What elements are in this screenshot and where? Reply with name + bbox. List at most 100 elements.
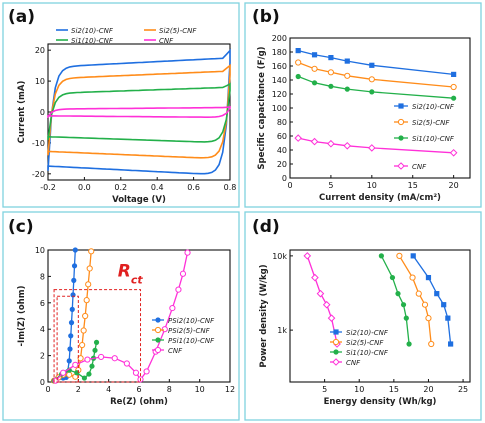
legend-label-Si1(10)-CNF: Si1(10)-CNF: [71, 37, 114, 45]
data-point-Si2(5)-CNF: [409, 274, 416, 281]
rct-annotation: Rct: [118, 261, 144, 286]
legend-label-PSi1(10)-CNF: PSi1(10)-CNF: [168, 337, 215, 345]
data-point-CNF: [316, 289, 325, 298]
data-point-CNF: [327, 314, 336, 322]
x-tick-label-a: 0.6: [187, 183, 200, 192]
data-point-CNF: [97, 353, 105, 361]
rct-box-outer: [53, 289, 142, 383]
data-point-CNF: [449, 148, 458, 157]
data-point-Si2(10)-CNF: [369, 62, 375, 68]
data-point-CNF: [123, 360, 130, 367]
x-axis-label-a: Voltage (V): [112, 195, 166, 205]
data-point-PSi2(5)-CNF: [88, 248, 95, 255]
data-point-Si1(10)-CNF: [389, 274, 396, 281]
data-point-PSi2(5)-CNF: [82, 312, 89, 320]
data-point-Si2(5)-CNF: [428, 340, 435, 348]
panel-d-frame: [244, 211, 482, 421]
data-point-PSi2(10)-CNF: [72, 247, 78, 253]
panel-label-d: (d): [252, 217, 280, 237]
data-point-Si2(5)-CNF: [344, 72, 351, 79]
legend-marker-PSi2(10)-CNF: [155, 317, 161, 323]
legend-label-Si1(10)-CNF: Si1(10)-CNF: [412, 135, 455, 143]
data-point-CNF: [143, 368, 150, 375]
data-point-Si2(5)-CNF: [421, 301, 429, 308]
series-line-Si1(10)-CNF: [380, 255, 410, 345]
data-point-CNF: [111, 355, 118, 362]
data-point-Si2(5)-CNF: [368, 76, 375, 83]
data-point-CNF: [60, 369, 67, 376]
y-tick-label-b: 140: [272, 76, 287, 85]
legend-marker-CNF: [154, 346, 162, 354]
data-point-Si2(10)-CNF: [445, 315, 451, 321]
series-line-Si2(5)-CNF: [398, 255, 432, 345]
chart-c: (c) 0 2 4 6 8 10 12 0 2 4 6 8 10 Re(Z) (ohm) -Im(Z) (oh…: [8, 217, 235, 407]
data-point-CNF: [175, 286, 182, 293]
data-point-Si1(10)-CNF: [369, 89, 375, 95]
data-point-Si1(10)-CNF: [403, 315, 409, 321]
data-point-CNF: [72, 361, 79, 368]
data-point-Si2(10)-CNF: [451, 71, 457, 77]
legend-label-Si1(10)-CNF: Si1(10)-CNF: [346, 349, 389, 357]
data-point-Si2(5)-CNF: [311, 65, 318, 72]
x-axis-label-b: Current density (mA/cm²): [319, 193, 441, 203]
x-tick-label-c: 4: [106, 385, 111, 394]
data-point-Si1(10)-CNF: [344, 86, 350, 92]
cv-loop-Si2(10)-CNF: [47, 48, 231, 175]
x-tick-label-b: 5: [328, 181, 333, 190]
rct-box-inner: [56, 295, 79, 383]
y-tick-label-c: 6: [40, 299, 45, 308]
chart-b: (b)0 5 10 15 20020406080100120140160180200Cu…: [252, 7, 471, 203]
panel-a-frame: [2, 2, 240, 208]
data-point-PSi2(10)-CNF: [68, 320, 75, 326]
data-point-PSi1(10)-CNF: [86, 371, 92, 377]
data-point-PSi2(5)-CNF: [66, 371, 73, 378]
y-tick-label-c: 2: [40, 352, 45, 361]
data-point-Si2(10)-CNF: [344, 58, 350, 64]
data-point-Si1(10)-CNF: [311, 80, 318, 86]
axes-box-d: [289, 249, 471, 383]
y-tick-label-b: 0: [282, 174, 287, 183]
data-point-Si1(10)-CNF: [451, 95, 457, 101]
cv-loop-Si1(10)-CNF: [47, 82, 231, 143]
y-tick-label-a: -20: [32, 170, 45, 179]
y-axis-label-b: Specific capacitance (F/g): [257, 46, 267, 169]
panel-b-frame: [244, 2, 482, 208]
data-point-Si2(5)-CNF: [425, 315, 432, 322]
series-line-Si2(10)-CNF: [412, 255, 452, 345]
data-point-CNF: [322, 300, 331, 309]
legend-marker-CNF: [332, 358, 340, 366]
y-tick-label-b: 120: [272, 90, 287, 99]
legend-marker-Si2(5)-CNF: [397, 118, 405, 126]
x-tick-label-a: 0.4: [151, 183, 164, 192]
x-tick-label-b: 10: [367, 181, 377, 190]
legend-label-CNF: CNF: [168, 347, 183, 355]
data-point-PSi2(5)-CNF: [86, 265, 93, 272]
legend-marker-Si1(10)-CNF: [333, 349, 339, 355]
y-tick-label-b: 100: [272, 104, 287, 113]
y-tick-label-b: 80: [277, 118, 287, 127]
data-point-CNF: [84, 356, 91, 363]
x-tick-label-d: 5: [322, 385, 327, 394]
x-tick-label-d: 20: [423, 385, 433, 394]
legend-label-Si2(5)-CNF: Si2(5)-CNF: [412, 119, 450, 127]
data-point-Si1(10)-CNF: [406, 341, 412, 347]
data-point-Si2(10)-CNF: [311, 52, 318, 58]
data-point-PSi2(5)-CNF: [85, 281, 92, 288]
y-axis-label-c: -Im(Z) (ohm): [17, 285, 27, 346]
cv-loop-Si2(5)-CNF: [47, 63, 231, 159]
legend-marker-CNF: [397, 162, 405, 170]
data-point-Si2(10)-CNF: [328, 55, 334, 61]
legend-marker-Si2(10)-CNF: [398, 103, 404, 109]
x-tick-label-c: 10: [195, 385, 205, 394]
data-point-Si2(10)-CNF: [295, 48, 301, 54]
y-tick-label-d: 1k: [277, 326, 287, 335]
data-point-CNF: [368, 144, 376, 152]
x-tick-label-c: 2: [76, 385, 81, 394]
data-point-Si2(5)-CNF: [295, 59, 302, 66]
legend-label-PSi2(10)-CNF: PSi2(10)-CNF: [168, 317, 215, 325]
y-tick-label-a: 20: [35, 46, 45, 55]
x-tick-label-d: 15: [389, 385, 399, 394]
data-point-CNF: [303, 252, 312, 260]
data-point-CNF: [311, 273, 319, 282]
legend-marker-Si2(5)-CNF: [332, 338, 340, 346]
